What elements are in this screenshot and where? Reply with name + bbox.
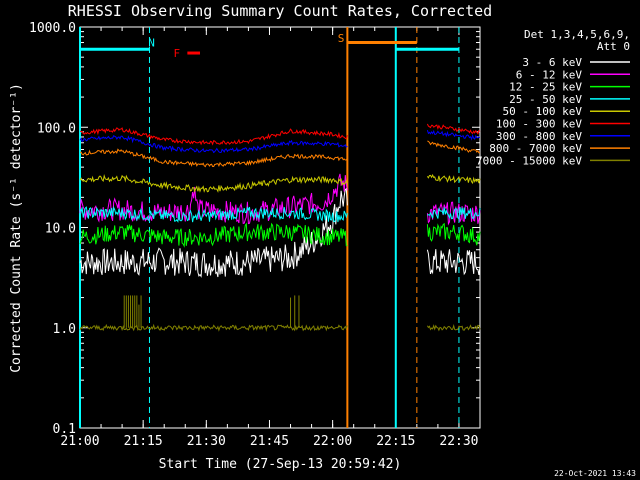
legend-label-3: 25 - 50 keV <box>509 93 582 106</box>
y-tick-label: 1.0 <box>53 322 76 337</box>
y-tick-label: 10.0 <box>45 222 76 237</box>
series-line-5-seg0 <box>79 127 348 146</box>
y-tick-label: 1000.0 <box>29 21 76 36</box>
x-tick-label: 22:15 <box>376 434 415 449</box>
annotation-s: S <box>338 32 345 45</box>
series-line-3-seg0 <box>79 205 348 223</box>
footer-date: 22-Oct-2021 13:43 <box>554 469 636 478</box>
legend-header-1: Det 1,3,4,5,6,9, <box>524 28 630 41</box>
y-tick-label: 100.0 <box>37 121 76 136</box>
y-axis-label: Corrected Count Rate (s⁻¹ detector⁻¹) <box>9 83 24 373</box>
series-line-0-seg0 <box>79 187 348 278</box>
x-tick-label: 22:00 <box>313 434 352 449</box>
legend-label-7: 800 - 7000 keV <box>489 142 582 155</box>
plot-area: 0.1 1.0 10.0 100.0 1000.0 21:00 21:15 21:30 21:4… <box>29 21 630 449</box>
series-line-1-seg1 <box>426 201 481 226</box>
series-line-5-seg1 <box>426 123 481 135</box>
series-line-8-seg1 <box>426 324 481 332</box>
series-line-1-seg0 <box>79 173 348 225</box>
legend-label-8: 7000 - 15000 keV <box>476 154 582 167</box>
series-line-2-seg0 <box>79 222 348 248</box>
legend-label-5: 100 - 300 keV <box>496 118 582 131</box>
series-line-4-seg0 <box>79 174 348 193</box>
plot-frame <box>79 26 481 429</box>
series-line-6-seg1 <box>426 129 481 141</box>
annotation-n: N <box>148 37 155 50</box>
x-axis-label: Start Time (27-Sep-13 20:59:42) <box>159 457 402 472</box>
legend-label-2: 12 - 25 keV <box>509 81 582 94</box>
series-line-8-seg0 <box>79 323 348 332</box>
legend-header-2: Att 0 <box>597 40 630 53</box>
series-line-3-seg1 <box>427 206 481 220</box>
chart-title: RHESSI Observing Summary Count Rates, Co… <box>68 2 492 20</box>
series-line-7-seg0 <box>80 148 348 168</box>
legend-label-4: 50 - 100 keV <box>503 105 583 118</box>
series-line-0-seg1 <box>426 249 481 276</box>
x-tick-label: 21:45 <box>250 434 289 449</box>
y-tick-label: 0.1 <box>53 422 76 437</box>
legend-label-1: 6 - 12 keV <box>516 68 583 81</box>
annotation-f: F <box>174 47 181 60</box>
legend-label-6: 300 - 800 keV <box>496 130 582 143</box>
x-tick-label: 21:30 <box>187 434 226 449</box>
series-line-2-seg1 <box>426 222 481 246</box>
x-tick-label: 21:00 <box>60 434 99 449</box>
series-line-6-seg0 <box>79 134 348 154</box>
legend-label-0: 3 - 6 keV <box>522 56 582 69</box>
x-tick-label: 21:15 <box>124 434 163 449</box>
series-line-4-seg1 <box>426 173 481 185</box>
series-line-7-seg1 <box>427 140 481 154</box>
x-tick-label: 22:30 <box>439 434 478 449</box>
